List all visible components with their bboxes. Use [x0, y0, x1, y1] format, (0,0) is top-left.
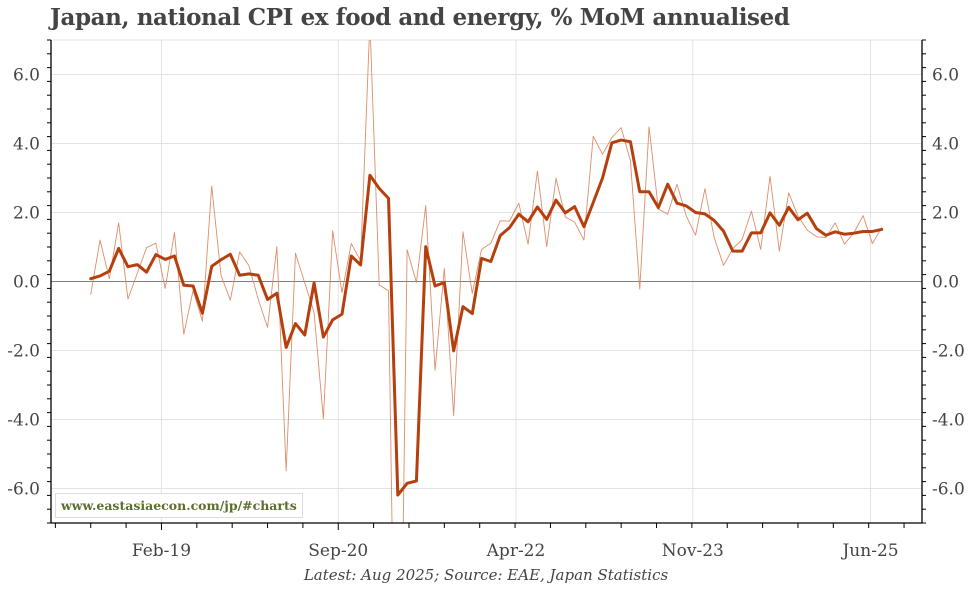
x-tick-label: Sep-20 — [308, 541, 368, 561]
y-tick-label-left: -6.0 — [7, 480, 40, 500]
y-tick-label-right: 2.0 — [932, 204, 959, 224]
y-tick-label-left: 4.0 — [13, 135, 40, 155]
y-tick-label-right: 0.0 — [932, 273, 959, 293]
series-layer — [89, 40, 884, 523]
x-tick-label: Apr-22 — [486, 541, 546, 561]
y-tick-label-left: -4.0 — [7, 411, 40, 431]
axes: -6.0 -6.0 -4.0 -4.0 -2.0 -2.0 0.0 0.0 2.0 2.0 4.0 4… — [7, 39, 965, 561]
x-tick-label: Nov-23 — [662, 541, 724, 561]
y-tick-label-left: 6.0 — [13, 66, 40, 86]
x-tick-label: Jun-25 — [840, 541, 898, 561]
series-line-3m-average — [89, 138, 884, 497]
y-tick-label-right: -4.0 — [932, 411, 965, 431]
source-footnote: Latest: Aug 2025; Source: EAE, Japan Sta… — [303, 566, 669, 584]
y-tick-label-left: 0.0 — [13, 273, 40, 293]
watermark-link[interactable]: www.eastasiaecon.com/jp/#charts — [55, 493, 303, 518]
y-tick-label-right: 6.0 — [932, 66, 959, 86]
gridlines — [51, 39, 922, 523]
x-tick-label: Feb-19 — [132, 541, 191, 561]
series-line-monthly — [90, 40, 883, 523]
y-tick-label-right: -6.0 — [932, 480, 965, 500]
y-tick-label-right: -2.0 — [932, 342, 965, 362]
y-tick-label-left: 2.0 — [13, 204, 40, 224]
chart-title: Japan, national CPI ex food and energy, … — [50, 4, 790, 31]
y-tick-label-left: -2.0 — [7, 342, 40, 362]
y-tick-label-right: 4.0 — [932, 135, 959, 155]
